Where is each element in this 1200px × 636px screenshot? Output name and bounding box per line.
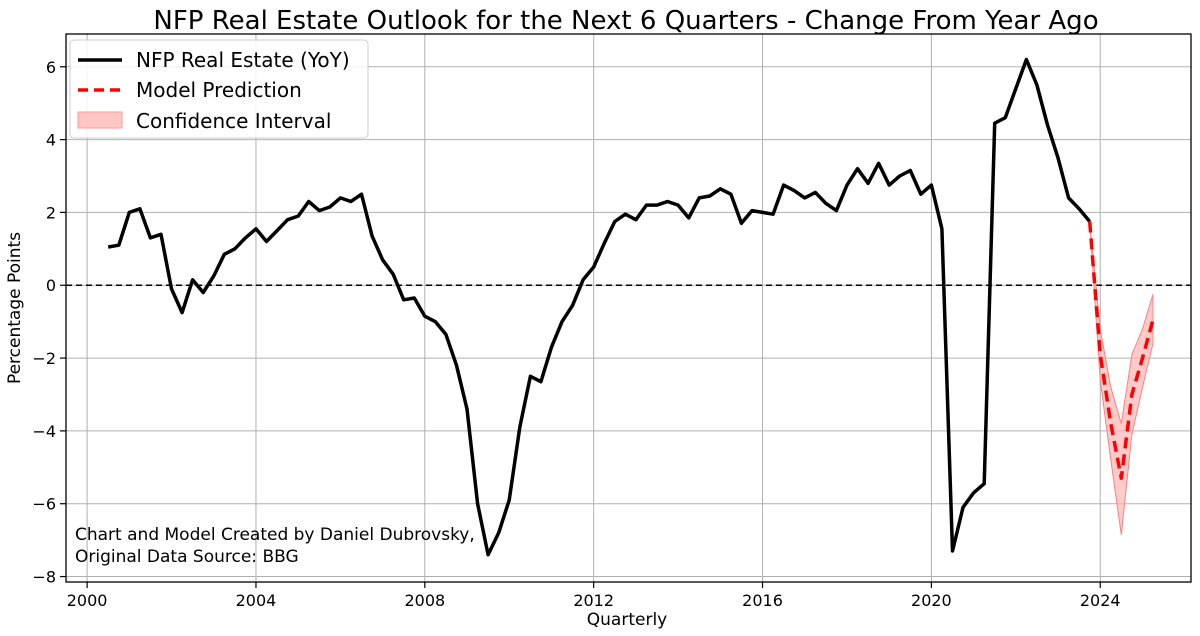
legend-label-confidence: Confidence Interval: [136, 109, 331, 133]
y-tick-label: 6: [46, 58, 56, 77]
legend-label-prediction: Model Prediction: [136, 78, 302, 102]
series-line-prediction: [1087, 221, 1155, 480]
axis-ticks: 2000 2004 2008 2012 2016 2020 2024 −8 −6 −4 −2 0 2 4 6: [32, 58, 1120, 610]
y-tick-label: 2: [46, 203, 56, 222]
grid: [66, 34, 1191, 582]
legend-swatch-confidence: [77, 111, 123, 129]
y-tick-label: −8: [32, 568, 56, 587]
x-axis-label: Quarterly: [587, 610, 667, 630]
legend-label-actual: NFP Real Estate (YoY): [136, 48, 350, 72]
chart-title: NFP Real Estate Outlook for the Next 6 Q…: [153, 6, 1098, 36]
x-tick-label: 2000: [67, 591, 108, 610]
x-tick-label: 2012: [573, 591, 614, 610]
y-tick-label: −4: [32, 422, 56, 441]
legend-box: [69, 39, 369, 139]
x-tick-label: 2008: [404, 591, 445, 610]
series: [107, 57, 1155, 557]
series-line-actual: [107, 57, 1092, 557]
x-tick-label: 2004: [236, 591, 277, 610]
x-tick-label: 2016: [742, 591, 783, 610]
legend: NFP Real Estate (YoY) Model Prediction C…: [69, 39, 369, 139]
plot-frame: [65, 33, 1192, 583]
y-tick-label: 0: [46, 276, 56, 295]
y-tick-label: −2: [32, 349, 56, 368]
x-tick-label: 2024: [1080, 591, 1121, 610]
y-axis-label: Percentage Points: [5, 232, 25, 384]
annotation-line: Original Data Source: BBG: [75, 547, 299, 567]
x-tick-label: 2020: [911, 591, 952, 610]
source-annotation: Chart and Model Created by Daniel Dubrov…: [75, 525, 475, 567]
y-tick-label: 4: [46, 131, 56, 150]
annotation-line: Chart and Model Created by Daniel Dubrov…: [75, 525, 475, 545]
y-tick-label: −6: [32, 495, 56, 514]
